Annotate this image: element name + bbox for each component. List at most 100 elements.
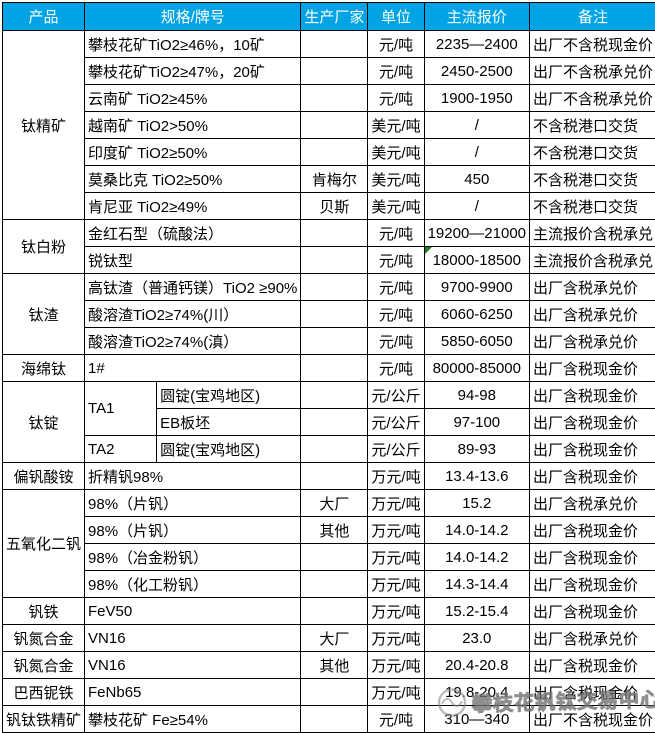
cell-note: 出厂含税现金价: [530, 382, 655, 409]
table-row: 越南矿 TiO2>50%美元/吨/不含税港口交货: [3, 112, 655, 139]
cell-spec: FeV50: [85, 598, 301, 625]
cell-price: 310—340: [424, 706, 529, 733]
cell-note: 出厂不含税现金价: [530, 31, 655, 58]
cell-price: 5850-6050: [424, 328, 529, 355]
col-header-product: 产品: [3, 3, 85, 31]
cell-maker: [301, 274, 368, 301]
cell-unit: 万元/吨: [368, 517, 424, 544]
cell-price: 14.0-14.2: [424, 517, 529, 544]
cell-unit: 万元/吨: [368, 625, 424, 652]
cell-maker: 大厂: [301, 625, 368, 652]
cell-spec: 莫桑比克 TiO2≥50%: [85, 166, 301, 193]
cell-unit: 万元/吨: [368, 571, 424, 598]
cell-maker: [301, 436, 368, 463]
cell-unit: 元/吨: [368, 31, 424, 58]
cell-note: 出厂含税承兑价: [530, 625, 655, 652]
cell-unit: 元/吨: [368, 274, 424, 301]
cell-price: 2450-2500: [424, 58, 529, 85]
cell-spec: VN16: [85, 625, 301, 652]
cell-product: 偏钒酸铵: [3, 463, 85, 490]
cell-spec: 98%（片钒）: [85, 517, 301, 544]
cell-maker: [301, 544, 368, 571]
cell-spec: 云南矿 TiO2≥45%: [85, 85, 301, 112]
col-header-note: 备注: [530, 3, 655, 31]
cell-maker: [301, 247, 368, 274]
cell-price: /: [424, 193, 529, 220]
col-header-unit: 单位: [368, 3, 424, 31]
cell-spec: VN16: [85, 652, 301, 679]
cell-price: 23.0: [424, 625, 529, 652]
cell-unit: 万元/吨: [368, 463, 424, 490]
cell-price: 14.0-14.2: [424, 544, 529, 571]
cell-unit: 元/公斤: [368, 409, 424, 436]
cell-product: 五氧化二钒: [3, 490, 85, 598]
cell-maker: [301, 679, 368, 706]
cell-maker: [301, 598, 368, 625]
cell-spec: 98%（化工粉钒）: [85, 571, 301, 598]
cell-price: 18000-18500: [424, 247, 529, 274]
cell-unit: 元/吨: [368, 301, 424, 328]
cell-product: 钒铁: [3, 598, 85, 625]
col-header-price: 主流报价: [424, 3, 529, 31]
cell-product: 钛精矿: [3, 31, 85, 220]
cell-spec: 锐钛型: [85, 247, 301, 274]
cell-note: 出厂含税现金价: [530, 652, 655, 679]
cell-note: 不含税港口交货: [530, 139, 655, 166]
cell-note: 出厂不含税现金价: [530, 706, 655, 733]
cell-maker: [301, 409, 368, 436]
cell-spec: 金红石型（硫酸法）: [85, 220, 301, 247]
cell-spec: 98%（片钒）: [85, 490, 301, 517]
cell-maker: 贝斯: [301, 193, 368, 220]
cell-price: 13.4-13.6: [424, 463, 529, 490]
cell-maker: [301, 301, 368, 328]
green-corner-flag-icon: [425, 247, 432, 254]
cell-note: 出厂含税现金价: [530, 544, 655, 571]
cell-note: 主流报价含税承兑: [530, 220, 655, 247]
cell-note: 主流报价含税承兑: [530, 247, 655, 274]
cell-price: 94-98: [424, 382, 529, 409]
cell-spec2: EB板坯: [157, 409, 301, 436]
cell-note: 出厂含税承兑价: [530, 274, 655, 301]
cell-note: 出厂含税现金价: [530, 517, 655, 544]
cell-price: 97-100: [424, 409, 529, 436]
cell-unit: 元/吨: [368, 328, 424, 355]
cell-spec2: 圆锭(宝鸡地区): [157, 382, 301, 409]
cell-unit: 元/吨: [368, 247, 424, 274]
cell-note: 出厂含税承兑价: [530, 301, 655, 328]
cell-unit: 万元/吨: [368, 679, 424, 706]
cell-maker: 大厂: [301, 490, 368, 517]
cell-spec: 攀枝花矿TiO2≥46%，10矿: [85, 31, 301, 58]
cell-note: 出厂含税现金价: [530, 598, 655, 625]
cell-price: 6060-6250: [424, 301, 529, 328]
cell-note: 出厂含税承兑价: [530, 490, 655, 517]
cell-product: 海绵钛: [3, 355, 85, 382]
cell-spec: 折精钒98%: [85, 463, 301, 490]
cell-price: 1900-1950: [424, 85, 529, 112]
cell-unit: 美元/吨: [368, 193, 424, 220]
cell-note: 出厂含税现金价: [530, 436, 655, 463]
cell-unit: 万元/吨: [368, 652, 424, 679]
cell-unit: 万元/吨: [368, 544, 424, 571]
cell-spec: 98%（冶金粉钒）: [85, 544, 301, 571]
cell-note: 出厂含税承兑价: [530, 328, 655, 355]
cell-maker: [301, 58, 368, 85]
cell-unit: 美元/吨: [368, 166, 424, 193]
cell-unit: 万元/吨: [368, 598, 424, 625]
cell-spec: 印度矿 TiO2≥50%: [85, 139, 301, 166]
cell-maker: 肯梅尔: [301, 166, 368, 193]
cell-price: 15.2-15.4: [424, 598, 529, 625]
